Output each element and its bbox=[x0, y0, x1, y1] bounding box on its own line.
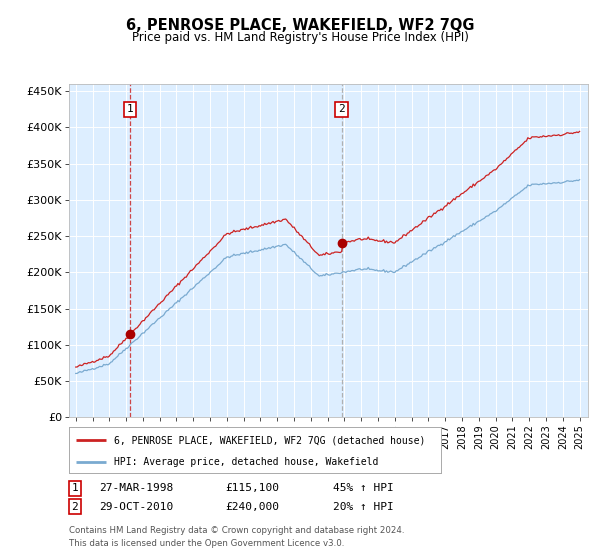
Text: 27-MAR-1998: 27-MAR-1998 bbox=[99, 483, 173, 493]
Text: This data is licensed under the Open Government Licence v3.0.: This data is licensed under the Open Gov… bbox=[69, 539, 344, 548]
Text: 6, PENROSE PLACE, WAKEFIELD, WF2 7QG (detached house): 6, PENROSE PLACE, WAKEFIELD, WF2 7QG (de… bbox=[113, 435, 425, 445]
Text: Price paid vs. HM Land Registry's House Price Index (HPI): Price paid vs. HM Land Registry's House … bbox=[131, 31, 469, 44]
Text: £115,100: £115,100 bbox=[225, 483, 279, 493]
Text: 45% ↑ HPI: 45% ↑ HPI bbox=[333, 483, 394, 493]
Text: HPI: Average price, detached house, Wakefield: HPI: Average price, detached house, Wake… bbox=[113, 457, 378, 466]
Text: Contains HM Land Registry data © Crown copyright and database right 2024.: Contains HM Land Registry data © Crown c… bbox=[69, 526, 404, 535]
Text: 2: 2 bbox=[338, 104, 345, 114]
Text: 2: 2 bbox=[71, 502, 79, 512]
Text: 1: 1 bbox=[127, 104, 133, 114]
Text: 1: 1 bbox=[71, 483, 79, 493]
Text: 29-OCT-2010: 29-OCT-2010 bbox=[99, 502, 173, 512]
Text: 20% ↑ HPI: 20% ↑ HPI bbox=[333, 502, 394, 512]
Text: £240,000: £240,000 bbox=[225, 502, 279, 512]
Text: 6, PENROSE PLACE, WAKEFIELD, WF2 7QG: 6, PENROSE PLACE, WAKEFIELD, WF2 7QG bbox=[126, 18, 474, 33]
